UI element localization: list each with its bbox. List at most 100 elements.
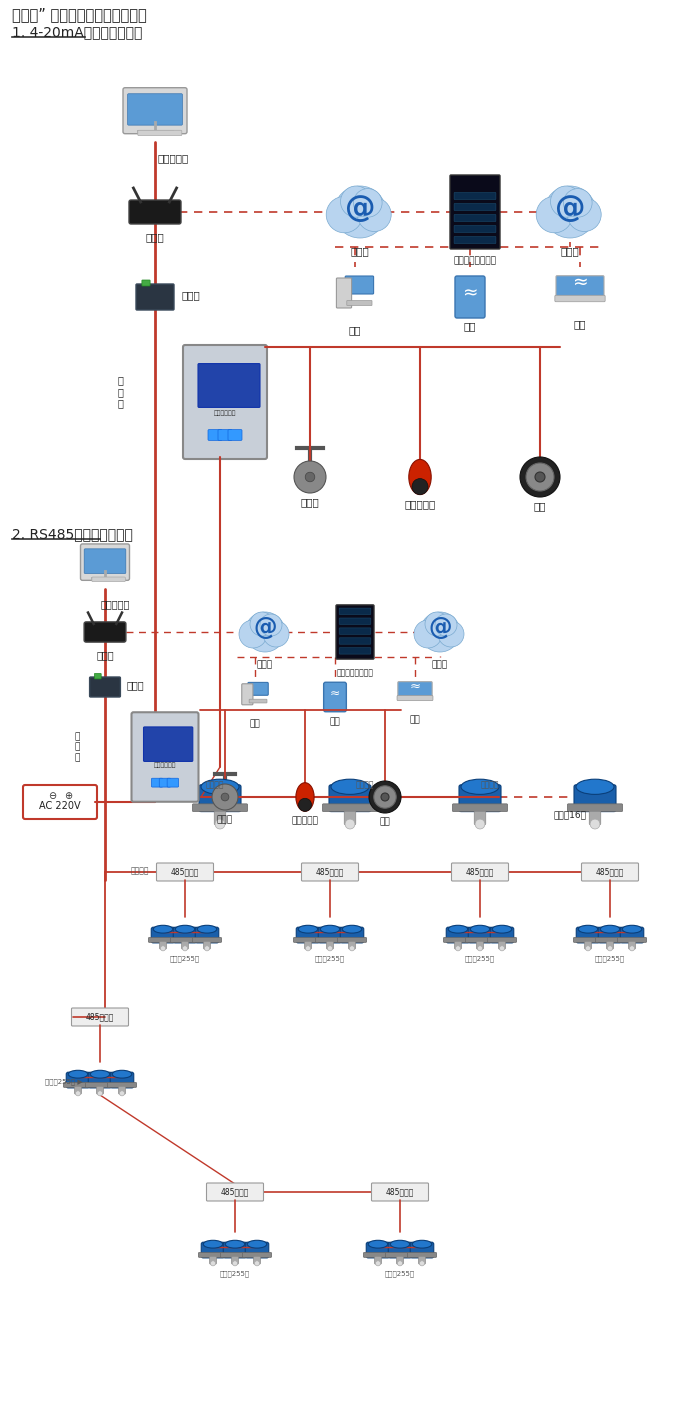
Text: 信号输出: 信号输出: [206, 779, 224, 789]
FancyBboxPatch shape: [407, 1252, 437, 1258]
FancyBboxPatch shape: [475, 812, 486, 825]
FancyBboxPatch shape: [454, 204, 496, 211]
FancyBboxPatch shape: [167, 778, 178, 787]
FancyBboxPatch shape: [366, 1242, 390, 1258]
Circle shape: [305, 946, 311, 951]
Ellipse shape: [470, 926, 490, 933]
FancyBboxPatch shape: [589, 812, 601, 825]
Text: 2. RS485信号连接系统图: 2. RS485信号连接系统图: [12, 528, 133, 542]
Text: 转换器: 转换器: [181, 290, 200, 300]
Ellipse shape: [296, 782, 314, 812]
Text: 手机: 手机: [463, 321, 476, 331]
FancyBboxPatch shape: [23, 785, 97, 819]
FancyBboxPatch shape: [195, 927, 218, 943]
FancyBboxPatch shape: [443, 937, 473, 943]
Circle shape: [608, 946, 612, 951]
FancyBboxPatch shape: [249, 699, 267, 704]
Circle shape: [294, 461, 326, 492]
Text: 485中继器: 485中继器: [596, 868, 624, 877]
FancyBboxPatch shape: [63, 1082, 92, 1088]
Ellipse shape: [225, 1241, 245, 1248]
Circle shape: [349, 946, 354, 951]
Text: @: @: [554, 194, 585, 222]
Circle shape: [160, 946, 165, 951]
FancyBboxPatch shape: [454, 214, 496, 221]
Ellipse shape: [153, 926, 173, 933]
Circle shape: [326, 197, 363, 232]
Circle shape: [590, 819, 600, 829]
FancyBboxPatch shape: [84, 622, 126, 642]
FancyBboxPatch shape: [397, 695, 433, 701]
Circle shape: [239, 620, 267, 649]
Text: ⊖: ⊖: [48, 791, 56, 801]
FancyBboxPatch shape: [327, 941, 333, 950]
Circle shape: [358, 198, 391, 232]
Text: 通
讯
线: 通 讯 线: [74, 732, 80, 763]
FancyBboxPatch shape: [452, 862, 508, 881]
FancyBboxPatch shape: [620, 927, 644, 943]
Circle shape: [298, 798, 312, 812]
Circle shape: [334, 186, 386, 238]
FancyBboxPatch shape: [595, 937, 624, 943]
Text: 单机版电脑: 单机版电脑: [158, 153, 188, 163]
Text: 互联网: 互联网: [257, 660, 273, 668]
FancyBboxPatch shape: [204, 941, 211, 950]
Text: 安帕尔网络服务器: 安帕尔网络服务器: [454, 256, 496, 265]
FancyBboxPatch shape: [214, 812, 225, 825]
FancyBboxPatch shape: [296, 927, 320, 943]
Circle shape: [398, 1261, 402, 1266]
FancyBboxPatch shape: [228, 429, 242, 440]
Circle shape: [204, 946, 209, 951]
Ellipse shape: [368, 1241, 388, 1248]
Ellipse shape: [331, 779, 369, 795]
FancyBboxPatch shape: [223, 1242, 246, 1258]
Circle shape: [544, 186, 596, 238]
Text: 通
讯
线: 通 讯 线: [117, 376, 123, 408]
FancyBboxPatch shape: [329, 785, 371, 812]
FancyBboxPatch shape: [138, 131, 182, 135]
FancyBboxPatch shape: [84, 549, 126, 574]
FancyBboxPatch shape: [209, 1256, 216, 1263]
FancyBboxPatch shape: [556, 276, 604, 297]
Circle shape: [438, 620, 464, 647]
FancyBboxPatch shape: [629, 941, 636, 950]
Text: 信号输出: 信号输出: [481, 779, 499, 789]
Ellipse shape: [175, 926, 195, 933]
FancyBboxPatch shape: [304, 941, 312, 950]
Circle shape: [550, 186, 582, 217]
FancyBboxPatch shape: [363, 1252, 393, 1258]
Text: 485中继器: 485中继器: [171, 868, 199, 877]
FancyBboxPatch shape: [336, 605, 374, 658]
Text: 手机: 手机: [330, 718, 340, 726]
FancyBboxPatch shape: [459, 785, 501, 812]
Text: ≈: ≈: [410, 680, 421, 692]
Text: 机气猫” 系列带显示固定式检测仪: 机气猫” 系列带显示固定式检测仪: [12, 7, 147, 23]
Circle shape: [183, 946, 188, 951]
Circle shape: [526, 463, 554, 491]
Circle shape: [375, 1261, 381, 1266]
FancyBboxPatch shape: [397, 1256, 403, 1263]
Circle shape: [255, 1261, 260, 1266]
Circle shape: [568, 198, 601, 232]
Ellipse shape: [321, 926, 340, 933]
Ellipse shape: [412, 1241, 432, 1248]
Text: 东帝控制主机: 东帝控制主机: [214, 411, 237, 416]
Ellipse shape: [391, 1241, 409, 1248]
Circle shape: [535, 471, 545, 483]
FancyBboxPatch shape: [193, 803, 248, 812]
FancyBboxPatch shape: [293, 937, 323, 943]
FancyBboxPatch shape: [198, 1252, 228, 1258]
FancyBboxPatch shape: [318, 927, 342, 943]
FancyBboxPatch shape: [136, 284, 174, 310]
Circle shape: [250, 612, 274, 636]
FancyBboxPatch shape: [193, 937, 222, 943]
Ellipse shape: [69, 1071, 88, 1078]
FancyBboxPatch shape: [477, 941, 484, 950]
Text: 485中继器: 485中继器: [316, 868, 344, 877]
FancyBboxPatch shape: [151, 927, 175, 943]
Text: 电脑: 电脑: [349, 325, 361, 335]
Text: 终端: 终端: [410, 715, 421, 725]
FancyBboxPatch shape: [454, 941, 461, 950]
Text: 485中继器: 485中继器: [220, 1188, 249, 1196]
Circle shape: [340, 186, 372, 217]
